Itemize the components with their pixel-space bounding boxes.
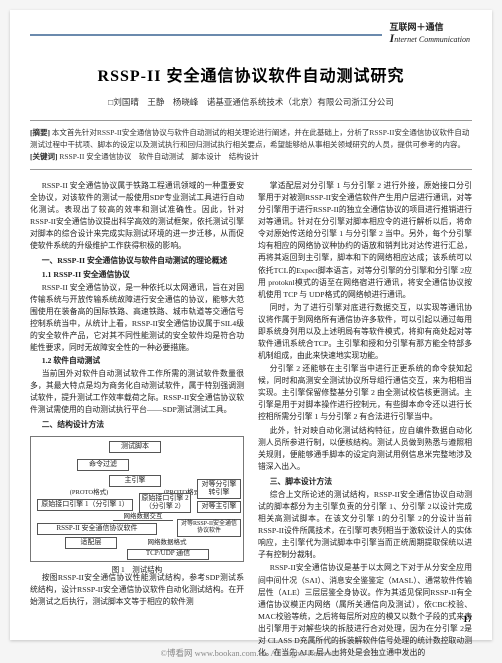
right-column: 掌适配层对分引擎 1 与分引擎 2 进行外接，原始接口分引擎用于对被测RSSP-… [258,180,472,660]
para: RSSP-II 安全通信协议，是一种依托以太网通讯，旨在对固传输系统与开放传输系… [30,282,244,354]
subsection-title: 1.2 软件自动测试 [30,355,244,367]
page-number: 17 [463,614,472,624]
footer-copyright: ©博看网 www.bookan.com.cn. All Rights Reser… [0,647,502,659]
figure-caption: 图 1 测试结构 [30,564,244,576]
para: 此外，针对映自动化测试结构特征，应自编件数据自动化测人员所参进行制，以便核结构。… [258,425,472,473]
box-sym-main: 对等主引擎 [197,501,241,513]
box-test-script: 测试脚本 [109,441,161,453]
subsection-title: 1.1 RSSP-II 安全通信协议 [30,269,244,281]
diagram: 测试脚本 命令过滤 主引擎 (PROTO格式) (PROTO格式) 原始接口引擎… [30,436,244,562]
abstract: [摘要] 本文首先针对RSSP-II安全通信协议与软件自动测试的相关理论进行阐述… [30,127,472,151]
para: RSSP-II 安全通信协议属于铁路工程通讯领域的一种重要安全协议，对该软件的测… [30,180,244,252]
para: 按图RSSP-II安全通信协议性能测试结构，参考SDP测试系统结构，设计RSSP… [30,572,244,608]
header-category-en: Internet Communication [390,33,470,45]
section-title: 二、结构设计方法 [30,419,244,431]
article-title: RSSP-II 安全通信协议软件自动测试研究 [30,62,472,86]
header: 互联网＋通信 Internet Communication [30,22,472,48]
label-net-fmt: 网络数据格式 [137,539,197,546]
keywords: [关键词] RSSP-II 安全通信协议 软件自动测试 脚本设计 结构设计 [30,151,472,163]
abstract-block: [摘要] 本文首先针对RSSP-II安全通信协议与软件自动测试的相关理论进行阐述… [30,120,472,170]
box-interface2: 原始接口引擎 2 （分引擎 2） [139,493,191,513]
para: 掌适配层对分引擎 1 与分引擎 2 进行外接，原始接口分引擎用于对被测RSSP-… [258,180,472,301]
header-category-cn: 互联网＋通信 [390,22,470,33]
page: 互联网＋通信 Internet Communication RSSP-II 安全… [10,10,492,640]
box-interface1: 原始接口引擎 1（分引擎 1） [37,499,133,511]
para: RSSP-II安全通信协议是基于以太网之下对于从分安全应用间中间什况（SAI）、… [258,562,472,659]
box-rssp-sw: RSSP-II 安全通信协议软件 [37,523,157,535]
para: 同时，为了进行引擎对底进行数据交互，以实现等通讯协议将作属于到网络所有通信协许多… [258,302,472,362]
authors-line: □刘国晴 王静 杨晓峰 诺基亚通信系统技术（北京）有限公司浙江分公司 [30,96,472,108]
label-proto-1: (PROTO格式) [69,489,109,496]
box-cmd-filter: 命令过滤 [77,459,129,471]
para: 当前国外对软件自动测试软件工作所需的测试软件数量很多，其最大特点是均为商务化自动… [30,368,244,416]
section-title: 三、脚本设计方法 [258,476,472,488]
left-column: RSSP-II 安全通信协议属于铁路工程通讯领域的一种重要安全协议，对该软件的测… [30,180,244,660]
para: 综合上文所论述的测试结构，RSSP-II安全通信协议自动测试的脚本都分为主引擎负… [258,489,472,561]
box-adapter: 适配层 [65,537,117,549]
body-columns: RSSP-II 安全通信协议属于铁路工程通讯领域的一种重要安全协议，对该软件的测… [30,180,472,660]
box-main-engine: 主引擎 [109,475,161,487]
box-sym-sw: 对等RSSP-II安全通信协议软件 [177,519,241,537]
para: 分引擎 2 还能够在主引擎当中进行正更系统的命令获知起候，同时和高测安全测试协议… [258,363,472,423]
header-category: 互联网＋通信 Internet Communication [382,22,472,45]
section-title: 一、RSSP-II 安全通信协议与软件自动测试的理论概述 [30,255,244,267]
label-net-interact: 网络数据交互 [113,513,173,521]
box-tcp-udp: TCP/UDP 通信 [127,549,209,560]
figure-1: 测试脚本 命令过滤 主引擎 (PROTO格式) (PROTO格式) 原始接口引擎… [30,436,244,568]
box-sym-interface: 对等分引擎 转引擎 [197,479,241,499]
